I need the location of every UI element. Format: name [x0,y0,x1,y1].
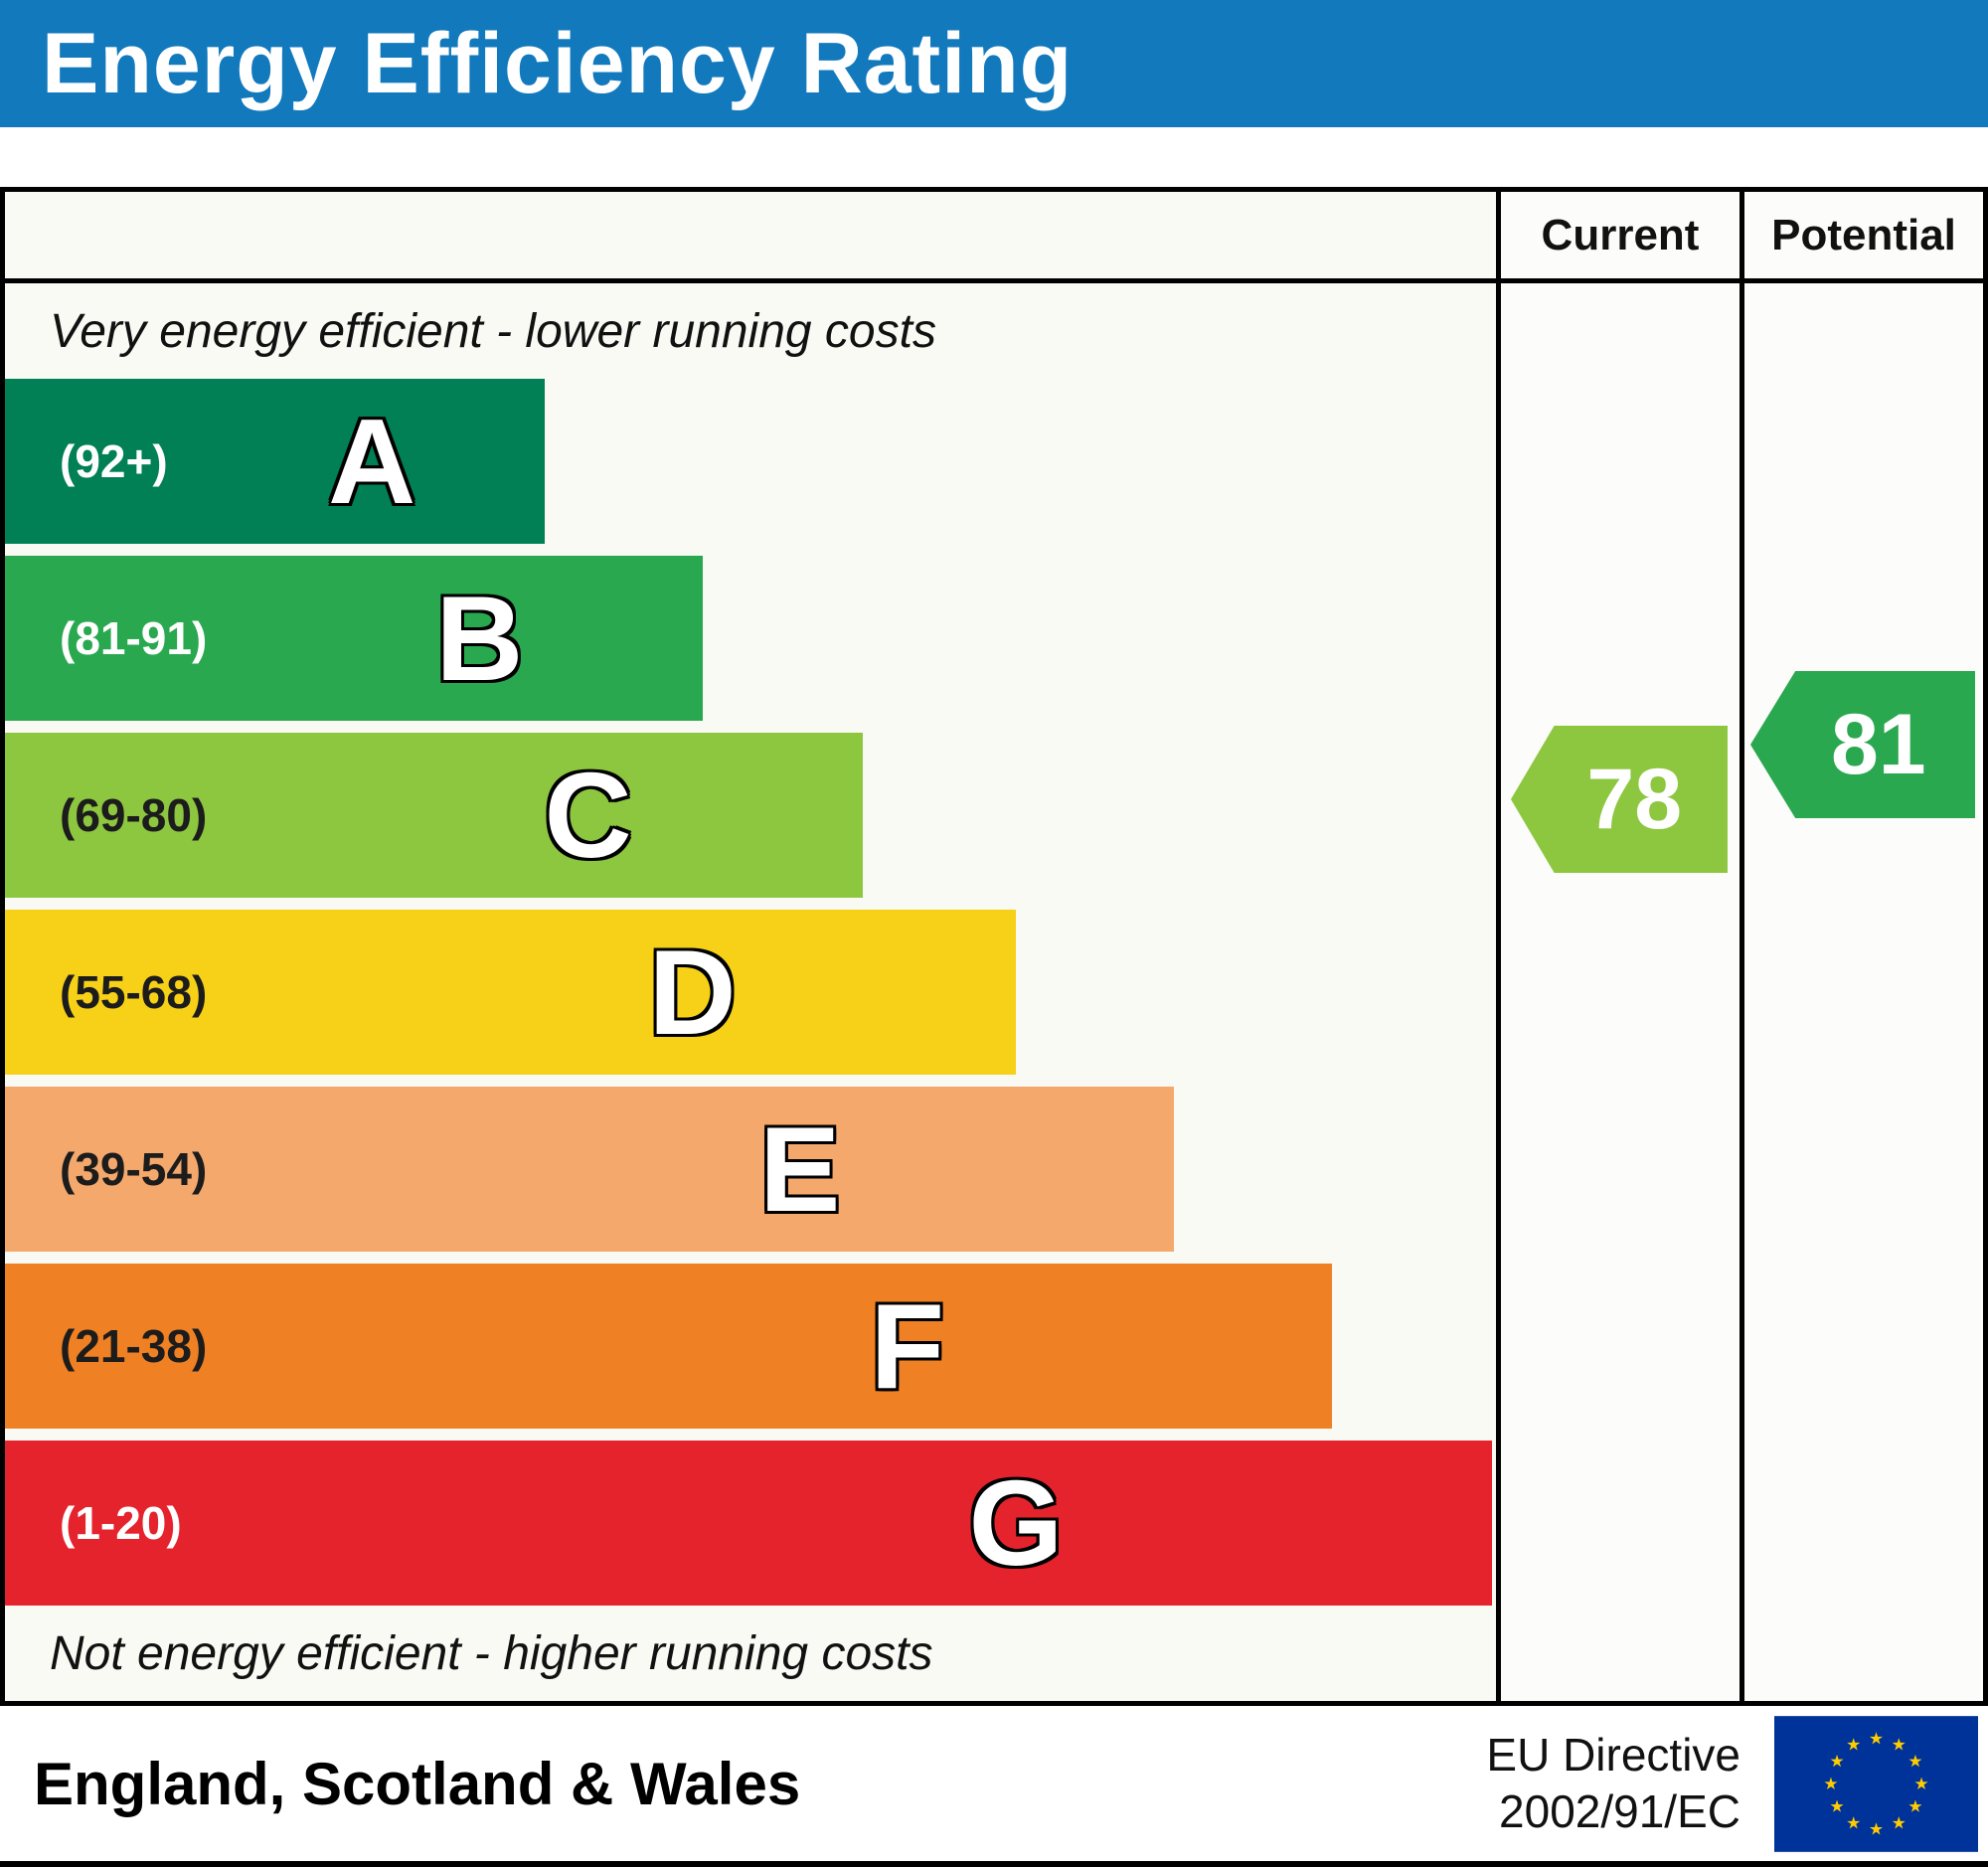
rating-band-bar: (92+) A [5,379,545,544]
rating-band-row: (81-91) B [5,556,1496,721]
rating-band-row: (39-54) E [5,1087,1496,1252]
eu-directive-label: EU Directive 2002/91/EC [1486,1727,1740,1841]
band-range-label: (81-91) [60,612,208,664]
rating-band-row: (92+) A [5,379,1496,544]
band-letter: D [648,925,737,1060]
chart-body: Very energy efficient - lower running co… [5,283,1983,1701]
rating-band-row: (21-38) F [5,1264,1496,1429]
column-header-spacer [5,192,1496,278]
band-letter: G [968,1455,1064,1591]
rating-band-bar: (39-54) E [5,1087,1174,1252]
band-letter: C [544,748,632,883]
rating-band-row: (1-20) G [5,1441,1496,1606]
potential-column: 81 [1740,283,1983,1701]
band-letter: A [328,394,416,529]
rating-band-bar: (69-80) C [5,733,863,898]
band-letter: E [758,1102,841,1237]
rating-band-bar: (55-68) D [5,910,1016,1075]
rating-band-bar: (81-91) B [5,556,703,721]
bands-list: (92+) A (81-91) B (69-80) C (55-68) D (3… [5,379,1496,1606]
column-header-row: Current Potential [5,192,1983,283]
eu-flag-icon [1774,1715,1978,1852]
rating-band-row: (69-80) C [5,733,1496,898]
rating-band-bar: (21-38) F [5,1264,1332,1429]
band-range-label: (1-20) [60,1497,182,1549]
page-title: Energy Efficiency Rating [42,15,1074,111]
potential-rating-arrow: 81 [1750,671,1975,818]
rating-band-bar: (1-20) G [5,1441,1492,1606]
band-range-label: (69-80) [60,789,208,841]
region-label: England, Scotland & Wales [34,1750,801,1817]
band-letter: F [870,1278,945,1414]
eu-directive-line1: EU Directive [1486,1728,1740,1781]
band-range-label: (21-38) [60,1320,208,1372]
current-rating-arrow: 78 [1511,726,1728,873]
band-range-label: (55-68) [60,966,208,1018]
band-letter: B [435,571,524,706]
bands-column: Very energy efficient - lower running co… [5,283,1496,1701]
footer: England, Scotland & Wales EU Directive 2… [0,1706,1988,1867]
band-range-label: (92+) [60,435,168,487]
current-column-header: Current [1496,192,1740,278]
bottom-note: Not energy efficient - higher running co… [50,1626,933,1680]
band-range-label: (39-54) [60,1143,208,1195]
current-rating-value: 78 [1586,751,1683,847]
potential-rating-value: 81 [1830,696,1926,792]
title-bar: Energy Efficiency Rating [0,0,1988,127]
eu-directive-line2: 2002/91/EC [1499,1785,1740,1837]
top-note: Very energy efficient - lower running co… [50,304,936,358]
current-column: 78 [1496,283,1740,1701]
potential-column-header: Potential [1740,192,1983,278]
rating-band-row: (55-68) D [5,910,1496,1075]
rating-chart: Current Potential Very energy efficient … [0,187,1988,1706]
